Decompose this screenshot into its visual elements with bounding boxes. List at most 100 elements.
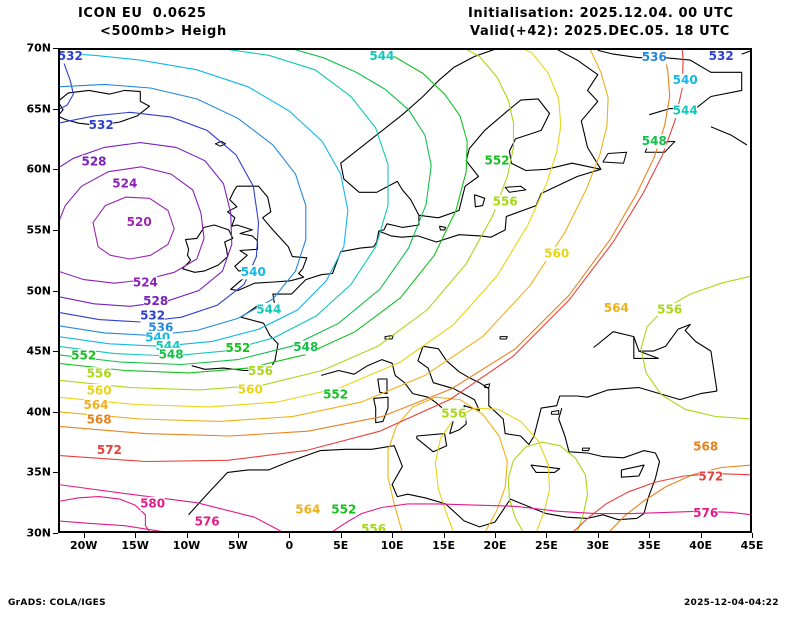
contour-label: 564 [295, 503, 320, 517]
contour-label-backdrop [127, 215, 152, 230]
contour-line-540 [58, 52, 349, 347]
contour-label: 560 [544, 247, 569, 261]
x-tick-mark [83, 533, 85, 538]
contour-label: 552 [484, 153, 509, 167]
contour-line-564 [387, 396, 508, 533]
contour-label-backdrop [241, 265, 266, 280]
x-tick-label: 5W [228, 539, 248, 552]
x-tick-label: 10W [172, 539, 201, 552]
grads-credit: GrADS: COLA/IGES [8, 598, 106, 608]
contour-label-backdrop [58, 49, 83, 64]
contour-label: 532 [709, 49, 734, 63]
contour-label: 532 [89, 118, 114, 132]
contour-label-backdrop [238, 382, 263, 397]
y-tick-label: 55N [26, 223, 51, 237]
contour-label: 556 [657, 302, 682, 316]
contour-label-backdrop [493, 195, 518, 209]
x-tick-mark [649, 533, 651, 538]
contour-label-backdrop [84, 398, 108, 413]
x-tick-mark [597, 533, 599, 538]
contour-label-backdrop [89, 118, 114, 133]
coastline [633, 336, 659, 359]
x-tick-mark [546, 533, 548, 538]
contour-line-528 [58, 142, 233, 307]
y-tick-label: 70N [26, 41, 51, 55]
contour-line-556 [640, 275, 752, 420]
contour-line-560 [434, 407, 551, 533]
contour-label: 528 [143, 294, 168, 308]
contour-label: 544 [256, 302, 281, 316]
x-tick-label: 30E [586, 539, 610, 552]
contour-label-backdrop [604, 301, 629, 316]
contour-label: 552 [225, 341, 250, 355]
y-tick-mark [53, 533, 58, 534]
contour-label: 556 [493, 195, 518, 209]
x-tick-label: 5E [333, 539, 349, 552]
coastline [377, 378, 388, 395]
island [499, 336, 508, 340]
contour-label-backdrop [361, 522, 386, 533]
island [551, 410, 560, 415]
coastline [473, 194, 486, 208]
contour-label-backdrop [293, 340, 318, 355]
x-tick-mark [752, 533, 753, 538]
contour-map: 532 532 528 524 520 524 528 532 536 540 544 548 552 5… [58, 48, 752, 533]
contour-line-552 [58, 48, 468, 374]
y-tick-mark [53, 48, 58, 49]
contour-label: 544 [369, 49, 394, 63]
coastline [182, 224, 234, 273]
contour-label-backdrop [295, 503, 320, 517]
contour-label: 532 [58, 49, 83, 63]
contour-label: 556 [441, 407, 466, 421]
contour-label-backdrop [673, 104, 698, 119]
contour-label-backdrop [195, 515, 220, 530]
contour-line-568 [58, 48, 671, 437]
contour-label: 564 [604, 301, 629, 315]
contour-label-backdrop [485, 153, 509, 168]
contour-label-backdrop [87, 413, 112, 428]
contour-layer [58, 48, 752, 533]
contour-label-backdrop [693, 506, 718, 521]
x-tick-mark [135, 533, 137, 538]
plot-frame [58, 48, 752, 533]
contour-label-backdrop [87, 367, 112, 382]
contour-label: 548 [159, 347, 184, 361]
x-tick-label: 20E [483, 539, 507, 552]
valid-time: Valid(+42): 2025.DEC.05. 18 UTC [470, 24, 730, 39]
x-tick-mark [443, 533, 445, 538]
contour-label: 568 [693, 439, 718, 453]
contour-line-572 [58, 48, 684, 463]
y-tick-label: 50N [26, 284, 51, 297]
y-tick-mark [53, 169, 58, 171]
island [504, 185, 527, 193]
x-tick-label: 25E [534, 539, 558, 552]
contour-label-backdrop [248, 364, 273, 379]
contour-label-backdrop [112, 176, 137, 191]
y-tick-label: 40N [26, 405, 51, 419]
contour-label-backdrop [143, 294, 168, 309]
contour-label: 524 [133, 276, 158, 290]
x-tick-mark [494, 533, 496, 538]
contour-label-backdrop [87, 384, 112, 399]
contour-label: 548 [642, 134, 667, 148]
contour-label-backdrop [225, 341, 250, 356]
coastline [530, 464, 561, 473]
level-title: <500mb> Heigh [100, 24, 227, 39]
contour-label-backdrop [71, 349, 96, 363]
x-tick-label: 15W [121, 539, 149, 552]
contour-label-backdrop [698, 470, 723, 485]
contour-label: 572 [97, 443, 122, 457]
contour-line-556 [507, 441, 589, 533]
contour-line-576 [58, 483, 285, 533]
contour-label-backdrop [642, 50, 667, 65]
contour-label: 532 [140, 309, 165, 323]
x-tick-mark [392, 533, 394, 538]
y-tick-mark [53, 472, 58, 474]
y-tick-label: 45N [26, 344, 51, 358]
model-title: ICON EU 0.0625 [78, 6, 207, 21]
contour-label: 560 [87, 384, 112, 398]
contour-label-backdrop [693, 439, 718, 454]
contour-line-580 [58, 496, 151, 533]
coastline [188, 407, 661, 528]
island [581, 447, 591, 452]
